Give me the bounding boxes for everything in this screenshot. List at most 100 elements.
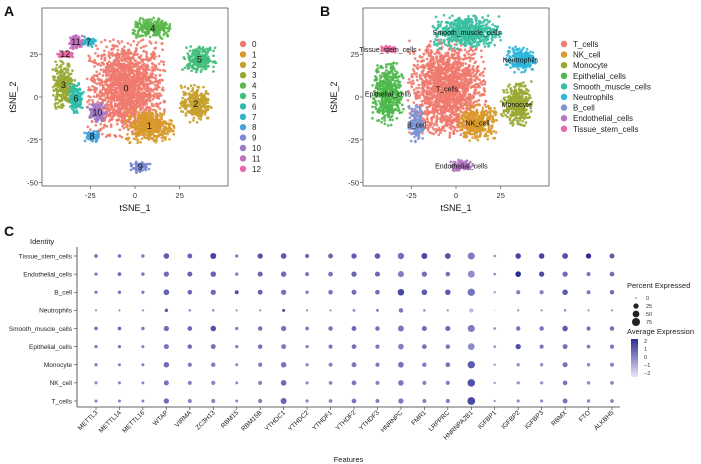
cell-point bbox=[153, 68, 157, 71]
cell-point bbox=[192, 61, 196, 64]
cell-point bbox=[164, 138, 167, 141]
cell-point bbox=[425, 57, 429, 61]
cell-point bbox=[132, 87, 135, 91]
cell-point bbox=[169, 128, 173, 132]
cluster-label: 2 bbox=[193, 99, 198, 109]
cell-point bbox=[153, 55, 157, 58]
cell-point bbox=[133, 69, 136, 73]
cell-point bbox=[429, 58, 433, 62]
cell-point bbox=[94, 44, 98, 48]
cell-point bbox=[128, 63, 131, 67]
cell-point bbox=[188, 100, 192, 103]
cell-point bbox=[95, 70, 99, 74]
cell-point bbox=[103, 92, 107, 96]
cell-point bbox=[140, 23, 144, 27]
cell-point bbox=[120, 56, 124, 59]
cell-point bbox=[85, 136, 89, 140]
legend-key bbox=[239, 92, 247, 100]
cell-point bbox=[94, 86, 98, 90]
cell-point bbox=[129, 93, 133, 96]
cell-point bbox=[138, 61, 142, 65]
cell-point bbox=[142, 123, 146, 127]
cell-point bbox=[205, 98, 209, 102]
cell-point bbox=[135, 102, 139, 106]
cell-point bbox=[100, 40, 103, 44]
cell-point bbox=[106, 101, 109, 104]
cell-point bbox=[122, 126, 126, 130]
cell-point bbox=[455, 129, 459, 133]
cell-point bbox=[151, 81, 154, 85]
cell-point bbox=[145, 54, 148, 58]
cell-point bbox=[101, 74, 105, 77]
cell-point bbox=[192, 116, 196, 120]
cell-point bbox=[139, 39, 143, 43]
cell-point bbox=[162, 88, 165, 92]
cell-point bbox=[75, 111, 79, 115]
cell-point bbox=[152, 94, 155, 97]
cell-point bbox=[87, 88, 90, 92]
cell-point bbox=[128, 51, 132, 55]
cell-point bbox=[450, 49, 454, 53]
cell-point bbox=[166, 26, 170, 30]
cell-point bbox=[132, 167, 136, 170]
cell-point bbox=[107, 60, 111, 63]
cell-point bbox=[78, 98, 81, 102]
cell-point bbox=[122, 107, 126, 111]
cell-point bbox=[132, 73, 136, 77]
cell-point bbox=[122, 86, 125, 90]
cell-point bbox=[127, 93, 130, 96]
cell-point bbox=[163, 132, 167, 136]
cell-point bbox=[189, 103, 192, 107]
cluster-label: 11 bbox=[71, 37, 80, 47]
cell-point bbox=[128, 109, 132, 113]
cell-point bbox=[195, 68, 199, 72]
cell-point bbox=[161, 86, 165, 90]
cell-point bbox=[96, 63, 100, 66]
cell-point bbox=[126, 88, 130, 91]
cell-point bbox=[183, 66, 187, 70]
cell-point bbox=[153, 108, 157, 112]
cell-point bbox=[143, 108, 146, 112]
y-tick-label: 0 bbox=[34, 93, 38, 102]
cell-point bbox=[199, 70, 203, 74]
cell-point bbox=[119, 96, 123, 100]
cell-point bbox=[414, 95, 418, 99]
cell-point bbox=[424, 76, 427, 80]
cell-point bbox=[417, 86, 421, 90]
cell-point bbox=[213, 46, 217, 50]
cell-point bbox=[114, 90, 118, 93]
cell-point bbox=[101, 85, 105, 89]
cell-point bbox=[437, 126, 441, 130]
cell-point bbox=[102, 63, 106, 66]
cell-point bbox=[147, 167, 151, 171]
cell-point bbox=[72, 104, 75, 108]
tsne-panel-b: T_cellsNK_cellMonocyteEpithelial_cellsSm… bbox=[329, 7, 651, 213]
cell-point bbox=[151, 69, 154, 73]
cell-point bbox=[52, 93, 55, 97]
cell-point bbox=[443, 111, 447, 115]
cell-point bbox=[79, 102, 82, 105]
cell-point bbox=[133, 84, 136, 88]
cluster-label: 4 bbox=[150, 24, 155, 34]
cell-point bbox=[124, 57, 128, 60]
cell-point bbox=[54, 79, 58, 82]
cell-point bbox=[144, 18, 148, 22]
cell-point bbox=[180, 103, 183, 107]
cell-point bbox=[81, 40, 85, 44]
cell-point bbox=[140, 88, 143, 92]
cell-point bbox=[153, 138, 157, 142]
cell-point bbox=[163, 21, 166, 25]
cell-point bbox=[156, 95, 160, 98]
cell-point bbox=[181, 68, 184, 71]
cell-point bbox=[148, 82, 152, 85]
cell-point bbox=[162, 28, 166, 32]
cell-point bbox=[120, 67, 124, 71]
cell-point bbox=[113, 71, 117, 75]
cell-point bbox=[124, 76, 128, 80]
legend-key bbox=[239, 134, 247, 141]
cell-point bbox=[195, 50, 199, 54]
cell-point bbox=[418, 54, 422, 58]
cell-point bbox=[190, 69, 193, 73]
cell-point bbox=[202, 63, 206, 66]
cell-point bbox=[110, 78, 114, 81]
